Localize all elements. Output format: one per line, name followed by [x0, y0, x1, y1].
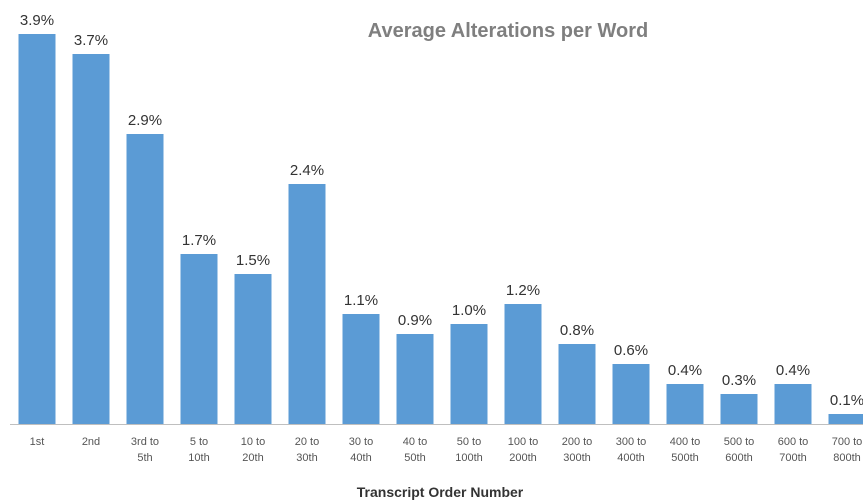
- x-tick-label: 300 to 400th: [615, 436, 647, 464]
- value-label: 0.6%: [614, 342, 648, 359]
- value-label: 0.4%: [668, 362, 702, 379]
- bar: [180, 254, 218, 424]
- bar: [396, 334, 434, 424]
- x-tick-label: 40 to 50th: [402, 436, 428, 464]
- value-label: 1.7%: [182, 232, 216, 249]
- x-tick-label: 100 to 200th: [507, 436, 539, 464]
- value-label: 1.2%: [506, 282, 540, 299]
- bar: [774, 384, 812, 424]
- value-label: 3.9%: [20, 12, 54, 29]
- x-tick-label: 3rd to 5th: [130, 436, 160, 464]
- value-label: 2.4%: [290, 162, 324, 179]
- value-label: 1.5%: [236, 252, 270, 269]
- value-label: 2.9%: [128, 112, 162, 129]
- bar: [612, 364, 650, 424]
- bar: [72, 54, 110, 424]
- value-label: 3.7%: [74, 32, 108, 49]
- bar: [342, 314, 380, 424]
- chart-title: Average Alterations per Word: [368, 20, 648, 42]
- bar: [288, 184, 326, 424]
- value-label: 1.1%: [344, 292, 378, 309]
- x-tick-label: 500 to 600th: [723, 436, 755, 464]
- bar: [450, 324, 488, 424]
- x-tick-label: 400 to 500th: [669, 436, 701, 464]
- x-tick-label: 5 to 10th: [188, 436, 210, 464]
- bar: [126, 134, 164, 424]
- value-label: 0.3%: [722, 372, 756, 389]
- value-label: 1.0%: [452, 302, 486, 319]
- bar: [720, 394, 758, 424]
- x-tick-label: 200 to 300th: [561, 436, 593, 464]
- value-label: 0.4%: [776, 362, 810, 379]
- x-tick-label: 10 to 20th: [240, 436, 266, 464]
- bar: [828, 414, 863, 424]
- value-label: 0.1%: [830, 392, 863, 409]
- x-tick-label: 30 to 40th: [348, 436, 374, 464]
- x-tick-label: 700 to 800th: [831, 436, 863, 464]
- x-tick-label: 2nd: [81, 436, 101, 448]
- bar: [558, 344, 596, 424]
- bar: [666, 384, 704, 424]
- bar: [18, 34, 56, 424]
- x-axis-label: Transcript Order Number: [357, 484, 524, 500]
- x-tick-label: 1st: [29, 436, 45, 448]
- bar: [504, 304, 542, 424]
- value-label: 0.8%: [560, 322, 594, 339]
- value-label: 0.9%: [398, 312, 432, 329]
- bar: [234, 274, 272, 424]
- x-tick-label: 20 to 30th: [294, 436, 320, 464]
- x-tick-label: 50 to 100th: [455, 436, 483, 464]
- x-tick-label: 600 to 700th: [777, 436, 809, 464]
